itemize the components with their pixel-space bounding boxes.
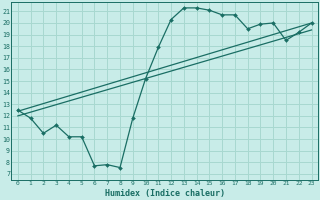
X-axis label: Humidex (Indice chaleur): Humidex (Indice chaleur) xyxy=(105,189,225,198)
